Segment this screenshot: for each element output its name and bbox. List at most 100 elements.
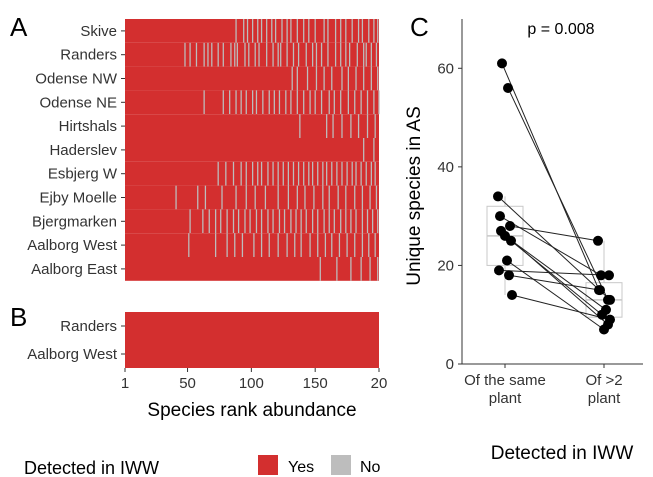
- heatmap-cell-no-a-esbjerg-w: [365, 161, 367, 186]
- heatmap-cell-no-a-odense-ne: [303, 90, 305, 115]
- heatmap-cell-no-a-esbjerg-w: [374, 161, 376, 186]
- heatmap-cell-no-a-esbjerg-w: [292, 161, 295, 186]
- heatmap-cell-no-a-aalborg-west: [294, 233, 296, 257]
- heatmap-cell-no-a-aalborg-west: [374, 233, 376, 257]
- heatmap-cell-no-a-aalborg-east: [319, 257, 321, 281]
- heatmap-cell-no-a-esbjerg-w: [311, 161, 314, 186]
- heatmap-row-b-aalborg-west: [125, 340, 379, 368]
- heatmap-cell-no-a-randers: [195, 42, 198, 67]
- heatmap-cell-no-a-esbjerg-w: [351, 161, 353, 186]
- heatmap-cell-no-a-skive: [327, 19, 329, 43]
- point-same-plant: [506, 235, 516, 246]
- panel-b-letter: B: [10, 302, 27, 332]
- heatmap-cell-no-a-esbjerg-w: [260, 161, 263, 186]
- heatmap-cell-no-a-ejby-moelle: [197, 185, 199, 210]
- heatmap-cell-no-a-randers: [280, 42, 282, 67]
- heatmap-cell-no-a-odense-nw: [323, 66, 325, 91]
- heatmap-cell-no-a-randers: [266, 42, 268, 67]
- heatmap-cell-no-a-randers: [292, 42, 295, 67]
- heatmap-cell-no-a-odense-ne: [354, 90, 356, 115]
- heatmap-cell-no-a-odense-ne: [360, 90, 362, 115]
- heatmap-cell-no-a-esbjerg-w: [252, 161, 254, 186]
- heatmap-cell-no-a-odense-ne: [273, 90, 275, 115]
- heatmap-cell-no-a-bjergmarken: [361, 209, 364, 234]
- heatmap-cell-no-a-esbjerg-w: [331, 161, 333, 186]
- panel-a-letter: A: [10, 12, 28, 42]
- heatmap-cell-no-a-hirtshals: [374, 114, 376, 138]
- legend-swatch-yes: [258, 455, 278, 475]
- heatmap-cell-no-a-odense-nw: [331, 66, 333, 91]
- heatmap-cell-no-a-esbjerg-w: [225, 161, 227, 186]
- heatmap-cell-no-a-skive: [314, 19, 316, 43]
- heatmap-cell-no-a-esbjerg-w: [282, 161, 284, 186]
- heatmap-cell-no-a-odense-ne: [347, 90, 349, 115]
- heatmap-cell-no-a-aalborg-west: [368, 233, 370, 257]
- panel-a-heatmap: Skive Randers Odense NW Odense NE Hirtshals H…: [27, 19, 380, 281]
- heatmap-cell-no-a-hirtshals: [350, 114, 352, 138]
- heatmap-cell-no-a-aalborg-west: [268, 233, 270, 257]
- heatmap-cell-no-a-bjergmarken: [366, 209, 369, 234]
- row-label-a-aalborg-east: Aalborg East: [31, 261, 118, 278]
- y-tick-label-40: 40: [437, 159, 454, 176]
- heatmap-cell-no-a-bjergmarken: [244, 209, 246, 234]
- heatmap-cell-no-a-randers: [297, 42, 300, 67]
- heatmap-cell-no-a-randers: [334, 42, 337, 67]
- row-label-a-bjergmarken: Bjergmarken: [32, 213, 117, 230]
- heatmap-cell-no-a-randers: [234, 42, 236, 67]
- heatmap-cell-no-a-odense-nw: [341, 66, 343, 91]
- heatmap-cell-no-a-aalborg-west: [260, 233, 263, 257]
- heatmap-cell-no-a-odense-nw: [306, 66, 309, 91]
- y-tick-label-0: 0: [446, 356, 454, 373]
- heatmap-cell-no-a-aalborg-west: [214, 233, 217, 257]
- heatmap-cell-no-a-randers: [254, 42, 256, 67]
- heatmap-cell-no-a-esbjerg-w: [317, 161, 319, 186]
- rank-axis-title: Species rank abundance: [147, 400, 356, 421]
- heatmap-cell-no-a-esbjerg-w: [341, 161, 343, 186]
- heatmap-cell-no-a-randers: [327, 42, 329, 67]
- heatmap-cell-no-a-odense-nw: [296, 66, 298, 91]
- heatmap-cell-no-a-randers: [236, 42, 238, 67]
- row-label-b-aalborg-west: Aalborg West: [27, 346, 118, 363]
- heatmap-cell-no-a-skive: [357, 19, 360, 43]
- heatmap-cell-no-a-bjergmarken: [350, 209, 352, 234]
- heatmap-cell-no-a-randers: [345, 42, 347, 67]
- heatmap-cell-no-a-randers: [211, 42, 213, 67]
- heatmap-cell-no-a-odense-nw: [347, 66, 349, 91]
- heatmap-cell-no-a-skive: [274, 19, 277, 43]
- heatmap-cell-no-a-bjergmarken: [249, 209, 251, 234]
- heatmap-row-b-randers: [125, 312, 379, 340]
- heatmap-cell-no-a-ejby-moelle: [221, 185, 223, 210]
- heatmap-cell-no-a-bjergmarken: [226, 209, 228, 234]
- panel-c-x-axis-title: Detected in IWW: [491, 443, 634, 464]
- point-other-plant: [605, 314, 615, 325]
- heatmap-cell-no-a-randers: [207, 42, 209, 67]
- heatmap-cell-no-a-aalborg-west: [277, 233, 279, 257]
- heatmap-cell-no-a-aalborg-west: [226, 233, 228, 257]
- point-other-plant: [595, 285, 605, 296]
- heatmap-cell-no-a-bjergmarken: [189, 209, 191, 234]
- y-tick-label-60: 60: [437, 60, 454, 77]
- heatmap-cell-no-a-odense-nw: [377, 66, 379, 91]
- heatmap-cell-no-a-odense-ne: [366, 90, 369, 115]
- rank-tick-label-100: 100: [239, 375, 264, 392]
- heatmap-cell-no-a-skive: [243, 19, 245, 43]
- heatmap-cell-no-a-odense-ne: [378, 90, 380, 115]
- heatmap-cell-no-a-aalborg-west: [324, 233, 327, 257]
- point-same-plant: [495, 211, 505, 222]
- heatmap-cell-no-a-ejby-moelle: [296, 185, 298, 210]
- heatmap-cell-no-a-bjergmarken: [377, 209, 379, 234]
- row-label-a-odense-ne: Odense NE: [39, 94, 117, 111]
- heatmap-cell-no-a-bjergmarken: [237, 209, 240, 234]
- heatmap-cell-no-a-odense-ne: [340, 90, 342, 115]
- heatmap-cell-no-a-odense-nw: [315, 66, 318, 91]
- heatmap-cell-no-a-aalborg-west: [346, 233, 348, 257]
- pair-line: [506, 260, 605, 330]
- heatmap-cell-no-a-bjergmarken: [340, 209, 342, 234]
- heatmap-cell-no-a-esbjerg-w: [326, 161, 328, 186]
- heatmap-cell-no-a-skive: [296, 19, 298, 43]
- pair-line: [508, 274, 601, 291]
- panel-b-heatmap: Randers Aalborg West: [27, 312, 379, 368]
- heatmap-cell-no-a-randers: [217, 42, 219, 67]
- heatmap-cell-no-a-odense-ne: [320, 90, 323, 115]
